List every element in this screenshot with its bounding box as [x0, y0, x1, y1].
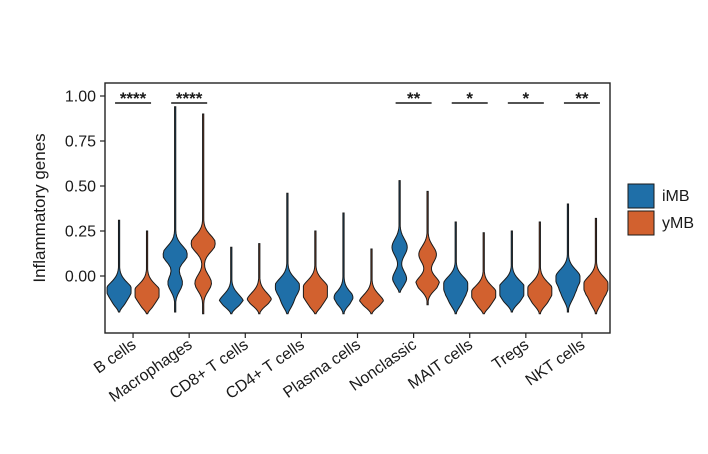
significance-label: ** [575, 89, 589, 108]
y-tick-label: 1.00 [65, 89, 96, 106]
violin-ymb-7 [527, 221, 553, 315]
legend-swatch-ymb [627, 210, 655, 236]
significance-label: * [466, 89, 473, 108]
violin-imb-2 [218, 246, 244, 315]
violin-imb-4 [333, 212, 354, 315]
violin-imb-0 [106, 219, 132, 313]
violin-ymb-2 [246, 243, 272, 315]
violin-ymb-6 [471, 232, 497, 315]
significance-label: * [523, 89, 530, 108]
violin-ymb-5 [415, 190, 440, 306]
violin-imb-3 [274, 192, 300, 315]
y-axis-label: Inflammatory genes [30, 133, 49, 282]
x-tick-label: B cells [91, 336, 139, 377]
violin-ymb-4 [359, 248, 384, 315]
x-tick-label: Tregs [489, 336, 532, 373]
significance-label: **** [120, 89, 147, 108]
legend-label-ymb: yMB [662, 215, 694, 232]
legend-label-imb: iMB [662, 188, 690, 205]
significance-label: ** [407, 89, 421, 108]
y-tick-label: 0.00 [65, 269, 96, 286]
y-tick-label: 0.25 [65, 224, 96, 241]
violin-imb-8 [555, 203, 581, 313]
violin-ymb-3 [302, 230, 328, 315]
violin-ymb-0 [134, 230, 160, 315]
violin-ymb-1 [190, 113, 216, 315]
violin-imb-6 [443, 221, 469, 315]
violin-imb-1 [162, 106, 188, 313]
violin-imb-5 [391, 180, 408, 293]
legend-swatch-imb [627, 183, 655, 209]
violin-ymb-8 [583, 217, 609, 315]
y-tick-label: 0.50 [65, 179, 96, 196]
significance-label: **** [176, 89, 203, 108]
violin-imb-7 [499, 230, 525, 313]
x-tick-label: NKT cells [523, 336, 589, 389]
y-tick-label: 0.75 [65, 134, 96, 151]
